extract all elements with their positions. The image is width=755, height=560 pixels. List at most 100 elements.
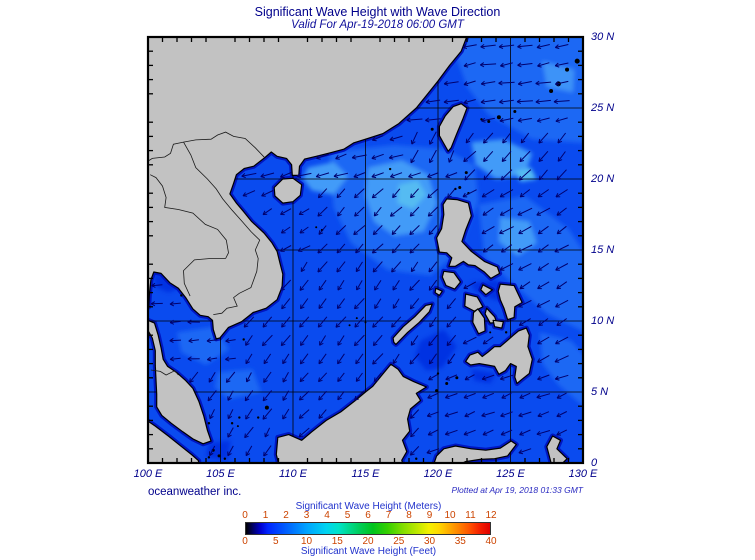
country-border bbox=[183, 141, 261, 315]
meters-tick-4: 4 bbox=[324, 510, 330, 521]
small-island bbox=[435, 389, 439, 393]
small-island bbox=[207, 456, 211, 459]
wave-height-shading bbox=[153, 37, 583, 461]
lat-label-30: 30 N bbox=[591, 31, 615, 43]
lon-label-100: 100 E bbox=[133, 468, 163, 480]
lat-label-20: 20 N bbox=[591, 173, 615, 185]
colorbar-gradient bbox=[245, 522, 491, 535]
feet-tick-10: 10 bbox=[300, 536, 313, 547]
country-border bbox=[150, 174, 229, 259]
meters-tick-10: 10 bbox=[444, 510, 456, 521]
small-island bbox=[489, 331, 492, 334]
land-taiwan bbox=[438, 103, 468, 152]
feet-tick-30: 30 bbox=[423, 536, 436, 547]
wave-direction-arrows bbox=[150, 43, 570, 457]
small-island bbox=[487, 119, 491, 123]
chart-subtitle: Valid For Apr-19-2018 06:00 GMT bbox=[291, 19, 464, 31]
small-island bbox=[207, 422, 211, 425]
land-samar-leyte bbox=[497, 283, 523, 321]
colorbar-title-feet: Significant Wave Height (Feet) bbox=[300, 546, 437, 557]
small-island bbox=[236, 425, 239, 428]
land-sulawesi bbox=[433, 440, 517, 463]
small-island bbox=[257, 416, 260, 419]
land-mindanao bbox=[465, 327, 533, 385]
land-mindoro bbox=[441, 270, 462, 290]
map-frame bbox=[146, 35, 585, 465]
land-calamian bbox=[434, 287, 443, 296]
small-island bbox=[415, 457, 418, 460]
feet-tick-15: 15 bbox=[331, 536, 343, 547]
lon-label-105: 105 E bbox=[206, 468, 235, 480]
small-island bbox=[574, 58, 580, 64]
country-border bbox=[183, 258, 226, 297]
land-hainan bbox=[273, 177, 303, 204]
colorbar-title-meters: Significant Wave Height (Meters) bbox=[295, 501, 442, 512]
small-island bbox=[217, 454, 221, 458]
lat-label-10: 10 N bbox=[591, 315, 615, 327]
small-island bbox=[388, 167, 392, 171]
country-border bbox=[183, 131, 265, 158]
country-border bbox=[148, 141, 184, 162]
chart-title: Significant Wave Height with Wave Direct… bbox=[254, 5, 501, 19]
small-island bbox=[355, 317, 358, 320]
meters-tick-5: 5 bbox=[344, 510, 351, 521]
meters-tick-8: 8 bbox=[406, 510, 412, 521]
small-island bbox=[364, 321, 367, 324]
feet-tick-0: 0 bbox=[242, 536, 248, 547]
feet-tick-25: 25 bbox=[393, 536, 405, 547]
feet-tick-35: 35 bbox=[454, 536, 466, 547]
small-island bbox=[223, 457, 227, 460]
small-island bbox=[264, 405, 269, 410]
title-block: Significant Wave Height with Wave Direct… bbox=[0, 5, 755, 31]
meters-tick-11: 11 bbox=[465, 510, 476, 521]
small-island bbox=[238, 416, 241, 419]
small-island bbox=[242, 338, 245, 341]
small-island bbox=[458, 186, 462, 190]
meters-tick-9: 9 bbox=[426, 510, 433, 521]
feet-tick-40: 40 bbox=[485, 536, 497, 547]
lon-label-120: 120 E bbox=[423, 468, 453, 480]
small-island bbox=[504, 331, 508, 334]
lat-label-15: 15 N bbox=[591, 244, 615, 256]
small-island bbox=[180, 294, 183, 297]
meters-tick-2: 2 bbox=[283, 510, 289, 521]
lat-label-25: 25 N bbox=[591, 102, 615, 114]
meters-tick-6: 6 bbox=[365, 510, 371, 521]
lon-label-125: 125 E bbox=[496, 468, 525, 480]
small-island bbox=[565, 67, 570, 72]
small-island bbox=[230, 422, 234, 425]
land-palawan bbox=[392, 303, 433, 345]
land-sumatra bbox=[148, 420, 200, 463]
lon-label-130: 130 E bbox=[568, 468, 598, 480]
land-malay-peninsula bbox=[148, 319, 212, 445]
land-bohol bbox=[492, 319, 504, 329]
meters-tick-7: 7 bbox=[385, 510, 392, 521]
small-island bbox=[315, 226, 318, 229]
lon-label-115: 115 E bbox=[351, 468, 380, 480]
small-island bbox=[436, 372, 440, 375]
country-border bbox=[150, 369, 179, 376]
org-name: oceanweather inc. bbox=[148, 486, 242, 498]
small-island bbox=[496, 115, 501, 120]
small-island bbox=[513, 110, 517, 114]
meters-tick-0: 0 bbox=[242, 510, 248, 521]
feet-tick-5: 5 bbox=[272, 536, 279, 547]
lat-label-0: 0 bbox=[591, 457, 598, 469]
land-negros bbox=[472, 308, 486, 335]
lon-label-110: 110 E bbox=[279, 468, 307, 480]
small-island bbox=[549, 88, 554, 93]
small-island bbox=[464, 171, 468, 175]
meters-tick-12: 12 bbox=[485, 510, 497, 521]
small-island bbox=[430, 127, 434, 131]
meters-tick-1: 1 bbox=[262, 510, 269, 521]
feet-tick-20: 20 bbox=[362, 536, 374, 547]
land-asia-mainland bbox=[148, 37, 468, 340]
land-masbate bbox=[480, 284, 493, 296]
plotted-timestamp: Plotted at Apr 19, 2018 01:33 GMT bbox=[451, 485, 583, 495]
small-island bbox=[348, 324, 351, 327]
small-island bbox=[455, 376, 459, 380]
lat-label-5: 5 N bbox=[591, 386, 609, 398]
land-luzon bbox=[436, 198, 501, 279]
